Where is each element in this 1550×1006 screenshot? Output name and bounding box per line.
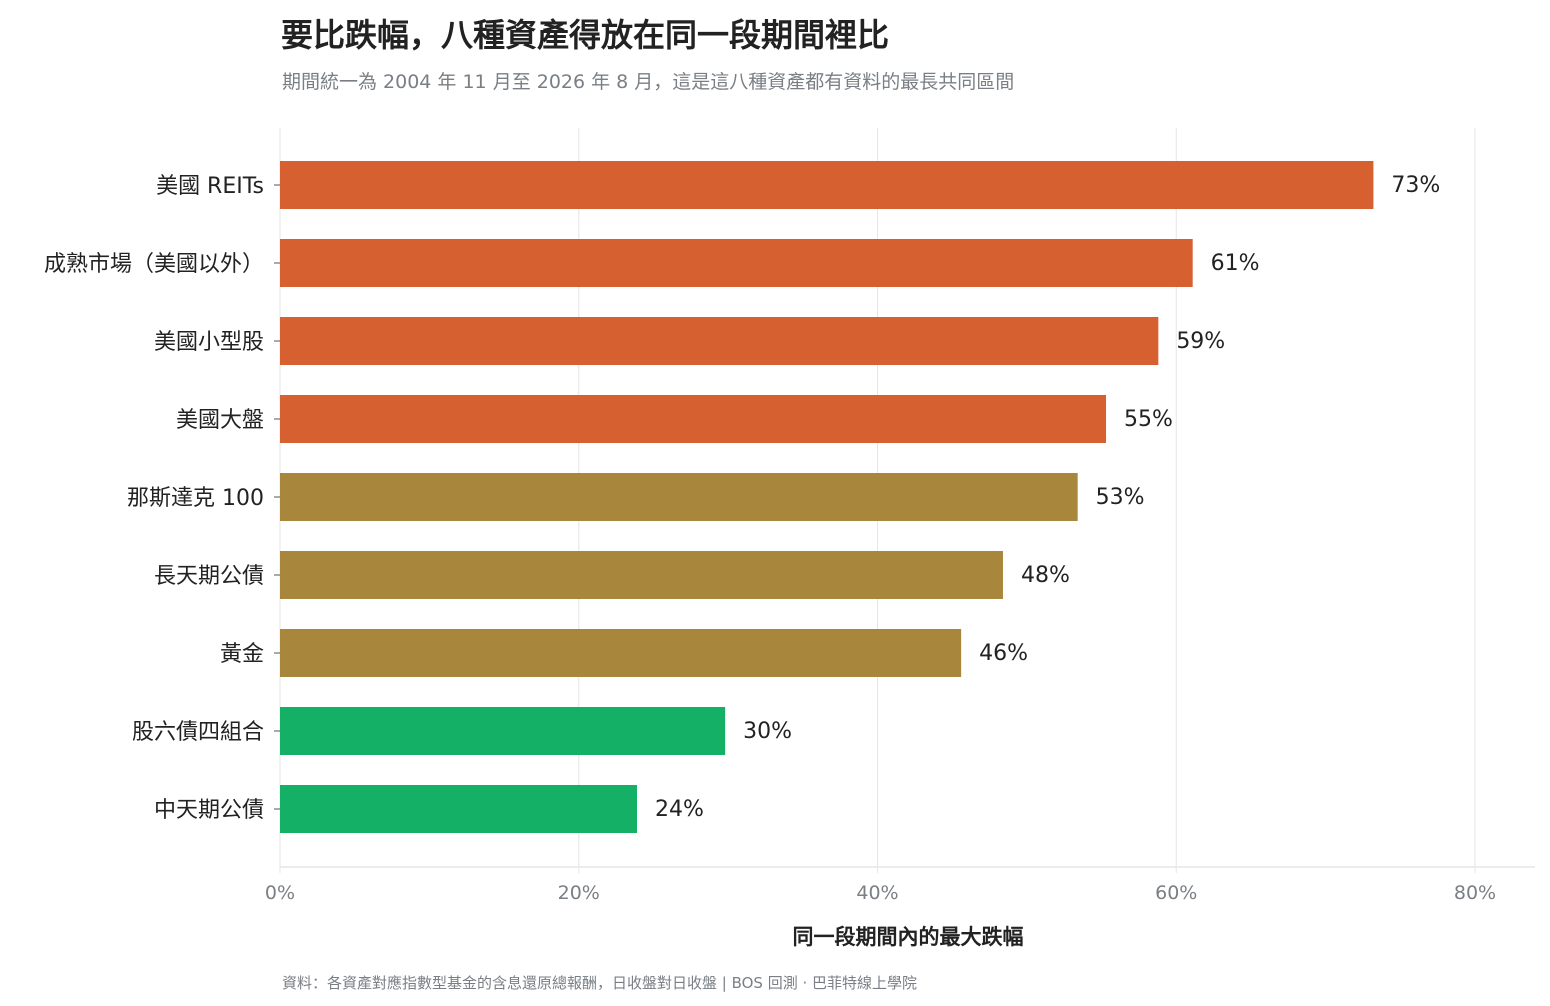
category-label: 美國小型股: [154, 330, 264, 355]
labels: 0% 20% 40% 60% 80% 美國 REITs 73% 成熟市場（美國以外） 61% 美國…: [44, 173, 1496, 904]
x-tick-label: 20%: [558, 882, 600, 904]
x-axis-title: 同一段期間內的最大跌幅: [793, 925, 1024, 949]
bar: [280, 473, 1078, 521]
bar: [280, 551, 1003, 599]
chart-subtitle: 期間統一為 2004 年 11 月至 2026 年 8 月，這是這八種資產都有資…: [282, 71, 1015, 93]
category-label: 成熟市場（美國以外）: [44, 252, 264, 277]
category-label: 美國大盤: [176, 408, 264, 433]
value-label: 24%: [655, 797, 704, 822]
category-label: 長天期公債: [154, 564, 264, 589]
bar: [280, 239, 1193, 287]
source-note: 資料：各資產對應指數型基金的含息還原總報酬，日收盤對日收盤 | BOS 回測 ·…: [282, 974, 918, 992]
value-label: 48%: [1021, 563, 1070, 588]
category-label: 美國 REITs: [156, 174, 264, 199]
value-label: 30%: [743, 719, 792, 744]
chart-title: 要比跌幅，八種資產得放在同一段期間裡比: [281, 16, 890, 54]
x-tick-label: 80%: [1454, 882, 1496, 904]
bar: [280, 785, 638, 833]
bar: [280, 161, 1374, 209]
bar: [280, 707, 726, 755]
category-label: 股六債四組合: [132, 720, 264, 745]
bar: [280, 317, 1159, 365]
bar: [280, 395, 1107, 443]
bar: [280, 629, 962, 677]
bars: [280, 161, 1374, 833]
value-label: 73%: [1391, 173, 1440, 198]
x-tick-label: 40%: [856, 882, 898, 904]
value-label: 53%: [1096, 485, 1145, 510]
value-label: 55%: [1124, 407, 1173, 432]
value-label: 46%: [979, 641, 1028, 666]
x-tick-label: 60%: [1155, 882, 1197, 904]
category-label: 黃金: [220, 642, 264, 667]
category-label: 那斯達克 100: [127, 486, 264, 511]
category-label: 中天期公債: [154, 798, 264, 823]
x-tick-label: 0%: [265, 882, 295, 904]
value-label: 61%: [1211, 251, 1260, 276]
value-label: 59%: [1176, 329, 1225, 354]
